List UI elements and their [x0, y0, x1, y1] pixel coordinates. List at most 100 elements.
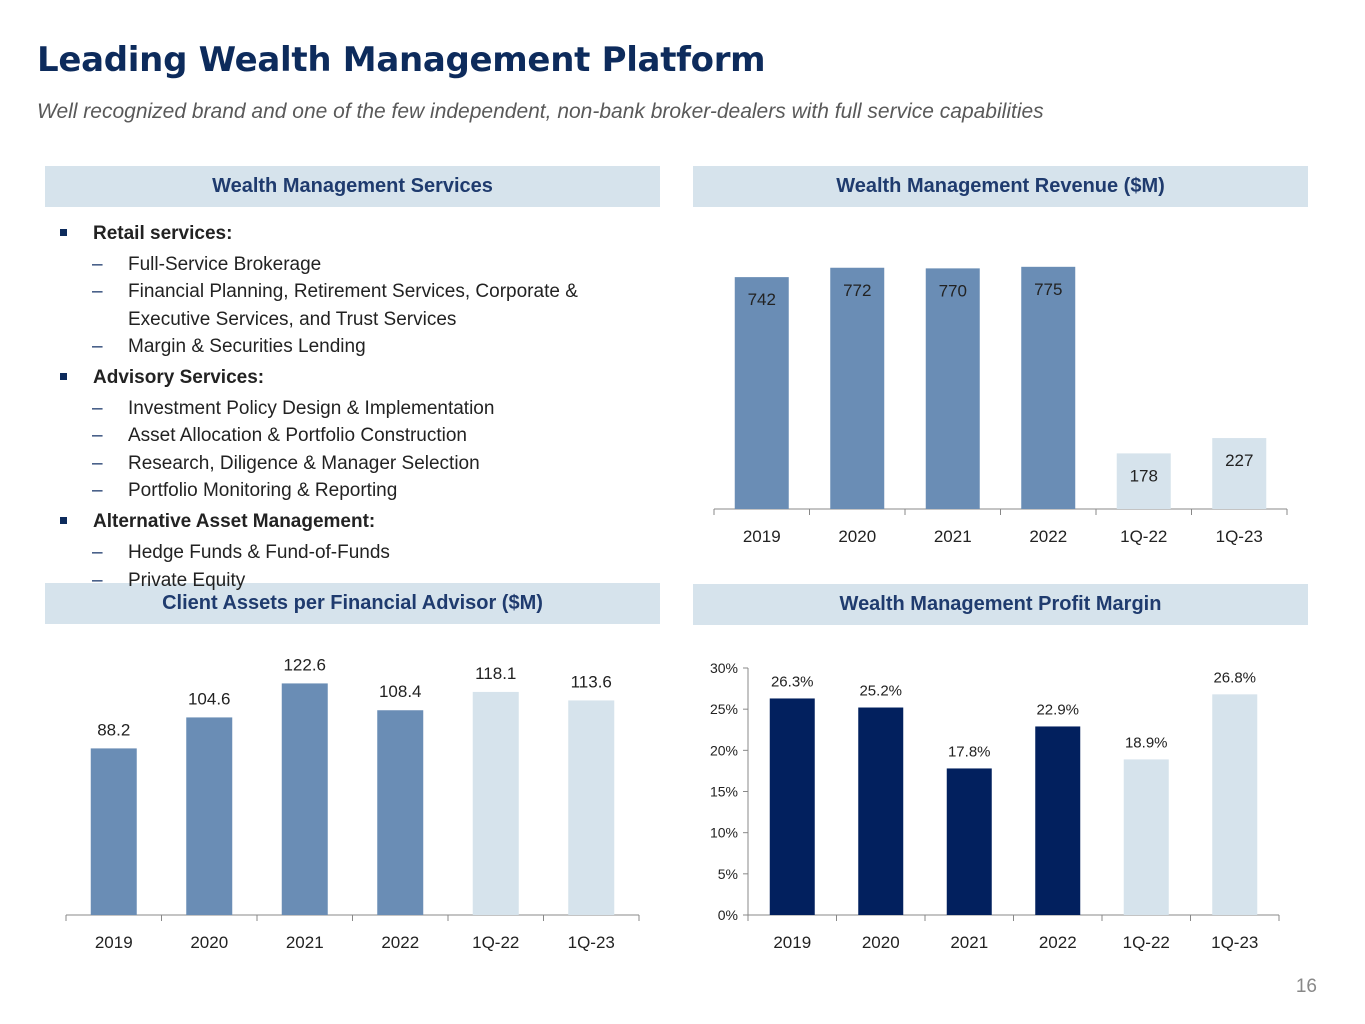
service-group-label: Retail services: [93, 223, 233, 244]
service-item: – Asset Allocation & Portfolio Constructi… [60, 422, 660, 449]
service-item: – Hedge Funds & Fund-of-Funds [60, 539, 660, 566]
bar [1212, 694, 1258, 915]
page-title: Leading Wealth Management Platform [37, 40, 766, 80]
margin-chart-title: Wealth Management Profit Margin [693, 584, 1308, 625]
data-label: 108.4 [379, 682, 422, 701]
assets-chart: 88.2 2019 104.6 2020 122.6 2021 108.4 2022 118.1… [65, 655, 640, 952]
bar [568, 700, 615, 915]
category-label: 2021 [950, 933, 988, 952]
service-group: Alternative Asset Management: [60, 508, 660, 535]
bar [769, 698, 815, 915]
data-label: 118.1 [475, 664, 516, 683]
data-label: 772 [843, 281, 871, 300]
y-tick-label: 15% [710, 784, 738, 800]
y-tick-label: 30% [710, 660, 738, 676]
dash-icon: – [92, 425, 103, 447]
revenue-chart-title: Wealth Management Revenue ($M) [693, 166, 1308, 207]
service-item-label: Asset Allocation & Portfolio Constructio… [128, 425, 468, 447]
bar [925, 268, 980, 509]
category-label: 2019 [743, 527, 781, 546]
service-item: – Margin & Securities Lending [60, 333, 660, 360]
dash-icon: – [92, 254, 103, 275]
data-label: 18.9% [1125, 734, 1168, 751]
category-label: 2019 [95, 933, 133, 952]
category-label: 2020 [838, 527, 876, 546]
dash-icon: – [92, 452, 103, 474]
y-tick-label: 20% [710, 742, 738, 758]
data-label: 88.2 [97, 720, 130, 739]
bullet-icon [60, 373, 67, 381]
margin-chart: 0% 5% 10% 15% 20% 25% 30% 26.3% 2019 25.2% 2020 17.… [710, 660, 1280, 952]
bullet-icon [60, 517, 67, 525]
bar [281, 683, 328, 915]
bar [377, 710, 424, 915]
category-label: 2019 [773, 933, 811, 952]
bar [1035, 726, 1081, 915]
service-item: – Investment Policy Design & Implementati… [60, 395, 660, 422]
category-label: 2022 [1039, 933, 1077, 952]
dash-icon: – [92, 569, 103, 591]
bullet-icon [60, 229, 67, 236]
bar [1116, 453, 1171, 509]
revenue-chart: 742 2019 772 2020 770 2021 775 2022 178 1Q-22 227 1… [713, 266, 1288, 546]
bar [946, 768, 992, 915]
bar [186, 717, 233, 915]
service-item: Executive Services, and Trust Services [60, 306, 660, 333]
service-item: – Portfolio Monitoring & Reporting [60, 477, 660, 504]
data-label: 104.6 [188, 689, 231, 708]
category-label: 2021 [934, 527, 972, 546]
category-label: 2020 [862, 933, 900, 952]
bar [734, 277, 789, 509]
data-label: 227 [1225, 451, 1253, 470]
dash-icon: – [92, 335, 103, 357]
page-number: 16 [1295, 976, 1317, 997]
category-label: 2020 [190, 933, 228, 952]
dash-icon: – [92, 480, 103, 502]
service-group-label: Alternative Asset Management: [93, 511, 376, 533]
service-item: – Research, Diligence & Manager Selection [60, 450, 660, 477]
category-label: 2022 [1029, 527, 1067, 546]
data-label: 742 [748, 290, 776, 309]
category-label: 2021 [286, 933, 324, 952]
service-item: – Financial Planning, Retirement Services… [60, 278, 660, 305]
data-label: 26.8% [1213, 669, 1256, 686]
service-item-label: Financial Planning, Retirement Services,… [128, 281, 578, 303]
service-item: – Private Equity [60, 567, 660, 594]
services-list: Retail services: – Full-Service Brokerage… [60, 216, 660, 594]
service-item-label: Research, Diligence & Manager Selection [128, 452, 480, 474]
bar [858, 707, 904, 915]
service-group: Advisory Services: [60, 364, 660, 391]
service-item-label: Executive Services, and Trust Services [128, 308, 457, 330]
data-label: 178 [1130, 466, 1158, 485]
dash-icon: – [92, 281, 103, 303]
service-item-label: Private Equity [128, 569, 246, 591]
category-label: 1Q-23 [1211, 933, 1258, 952]
dash-icon: – [92, 542, 103, 564]
category-label: 1Q-23 [1216, 527, 1263, 546]
data-label: 775 [1034, 280, 1062, 299]
dash-icon: – [92, 398, 103, 420]
bar [472, 691, 519, 915]
data-label: 26.3% [771, 673, 814, 690]
service-item-label: Investment Policy Design & Implementatio… [128, 398, 495, 420]
category-label: 1Q-22 [472, 933, 519, 952]
assets-chart-title: Client Assets per Financial Advisor ($M) [45, 583, 660, 624]
bar [1021, 266, 1076, 509]
data-label: 122.6 [283, 655, 326, 674]
service-item-label: Portfolio Monitoring & Reporting [128, 480, 398, 502]
service-group-label: Advisory Services: [93, 367, 265, 389]
category-label: 1Q-23 [568, 933, 615, 952]
category-label: 1Q-22 [1123, 933, 1170, 952]
service-item-label: Hedge Funds & Fund-of-Funds [128, 542, 390, 564]
data-label: 22.9% [1036, 701, 1079, 718]
bar [830, 267, 885, 509]
y-tick-label: 25% [710, 701, 738, 717]
page-subtitle: Well recognized brand and one of the few… [37, 100, 1044, 123]
category-label: 1Q-22 [1120, 527, 1167, 546]
service-group: Retail services: [60, 220, 660, 247]
category-label: 2022 [381, 933, 419, 952]
data-label: 770 [939, 281, 967, 300]
service-item: – Full-Service Brokerage [60, 251, 660, 278]
bar [1123, 759, 1169, 915]
y-tick-label: 5% [718, 866, 738, 882]
